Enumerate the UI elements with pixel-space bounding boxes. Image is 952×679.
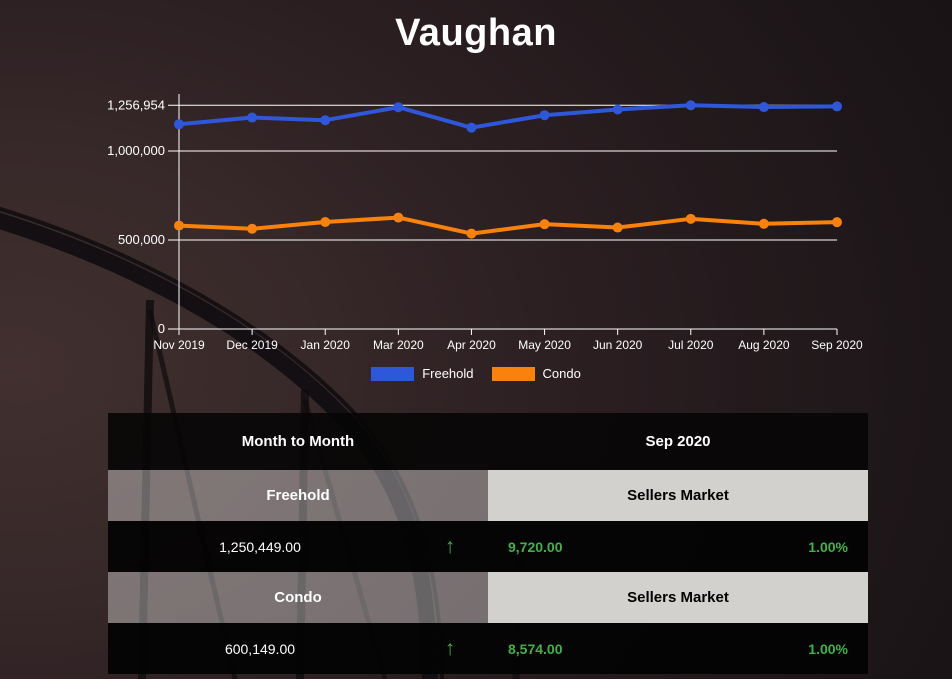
condo-label: Condo xyxy=(108,572,488,623)
data-point-condo xyxy=(612,222,623,233)
x-axis-tick-label: Dec 2019 xyxy=(226,338,278,352)
data-point-freehold xyxy=(466,122,477,133)
data-point-condo xyxy=(247,223,258,234)
freehold-category-row: Freehold Sellers Market xyxy=(108,470,868,521)
x-axis-tick-label: Jan 2020 xyxy=(301,338,351,352)
data-point-freehold xyxy=(685,100,696,111)
data-point-condo xyxy=(393,212,404,223)
y-axis-tick-label: 1,256,954 xyxy=(107,97,165,112)
x-axis-tick-label: Mar 2020 xyxy=(373,338,424,352)
freehold-average-price: 1,250,449.00 xyxy=(219,538,301,555)
data-point-freehold xyxy=(174,119,184,130)
data-point-freehold xyxy=(393,102,404,113)
table-header-row: Month to Month Sep 2020 xyxy=(108,413,868,470)
x-axis-tick-label: Apr 2020 xyxy=(447,338,496,352)
data-point-condo xyxy=(539,219,550,230)
page-title: Vaughan xyxy=(395,12,557,54)
series-line-freehold xyxy=(177,103,839,130)
freehold-market-status: Sellers Market xyxy=(488,470,868,521)
x-axis-tick-label: Sep 2020 xyxy=(811,338,863,352)
data-point-freehold xyxy=(247,112,258,123)
data-point-condo xyxy=(466,228,477,239)
data-point-condo xyxy=(174,220,184,231)
data-point-freehold xyxy=(832,101,842,112)
condo-category-row: Condo Sellers Market xyxy=(108,572,868,623)
y-axis-tick-label: 1,000,000 xyxy=(107,143,165,158)
condo-change-amount: 8,574.00 xyxy=(508,640,563,657)
chart-canvas: 0 500,000 1,000,000 1,256,954 Nov 2019 Dec 20… xyxy=(107,97,863,352)
trend-up-icon: ↑ xyxy=(444,535,456,558)
freehold-value-row: 1,250,449.00 ↑ 9,720.00 1.00% xyxy=(108,521,868,572)
table-header-month: Sep 2020 xyxy=(645,433,711,450)
series-line-condo xyxy=(177,215,839,236)
data-point-freehold xyxy=(539,110,550,121)
x-axis-tick-label: Nov 2019 xyxy=(153,338,205,352)
x-axis-tick-label: May 2020 xyxy=(518,338,571,352)
data-point-freehold xyxy=(320,115,331,126)
condo-change-percent: 1.00% xyxy=(808,640,848,657)
legend-swatch-icon xyxy=(371,366,415,381)
data-point-condo xyxy=(758,218,769,229)
freehold-change-amount: 9,720.00 xyxy=(508,538,563,555)
x-axis-tick-label: Aug 2020 xyxy=(738,338,790,352)
data-point-condo xyxy=(832,217,842,228)
price-trend-chart: 0 500,000 1,000,000 1,256,954 Nov 2019 Dec 20… xyxy=(107,97,863,352)
freehold-label: Freehold xyxy=(108,470,488,521)
data-point-freehold xyxy=(612,104,623,115)
legend-item-freehold[interactable]: Freehold xyxy=(371,366,474,381)
legend-label: Condo xyxy=(542,366,581,381)
market-stats-table: Month to Month Sep 2020 Freehold Sellers… xyxy=(108,413,868,674)
condo-value-row: 600,149.00 ↑ 8,574.00 1.00% xyxy=(108,623,868,674)
table-header-period: Month to Month xyxy=(241,433,355,450)
y-axis-tick-label: 0 xyxy=(158,321,165,336)
trend-up-icon: ↑ xyxy=(444,637,456,660)
data-point-condo xyxy=(685,213,696,224)
x-axis-tick-label: Jul 2020 xyxy=(668,338,714,352)
freehold-change-percent: 1.00% xyxy=(808,538,848,555)
legend-label: Freehold xyxy=(422,366,474,381)
y-axis-tick-label: 500,000 xyxy=(118,232,165,247)
chart-legend: Freehold Condo xyxy=(0,366,952,381)
data-point-condo xyxy=(320,217,331,228)
legend-item-condo[interactable]: Condo xyxy=(491,366,581,381)
x-axis-tick-label: Jun 2020 xyxy=(593,338,643,352)
condo-average-price: 600,149.00 xyxy=(224,640,296,657)
legend-swatch-icon xyxy=(491,366,535,381)
condo-market-status: Sellers Market xyxy=(488,572,868,623)
data-point-freehold xyxy=(758,102,769,113)
